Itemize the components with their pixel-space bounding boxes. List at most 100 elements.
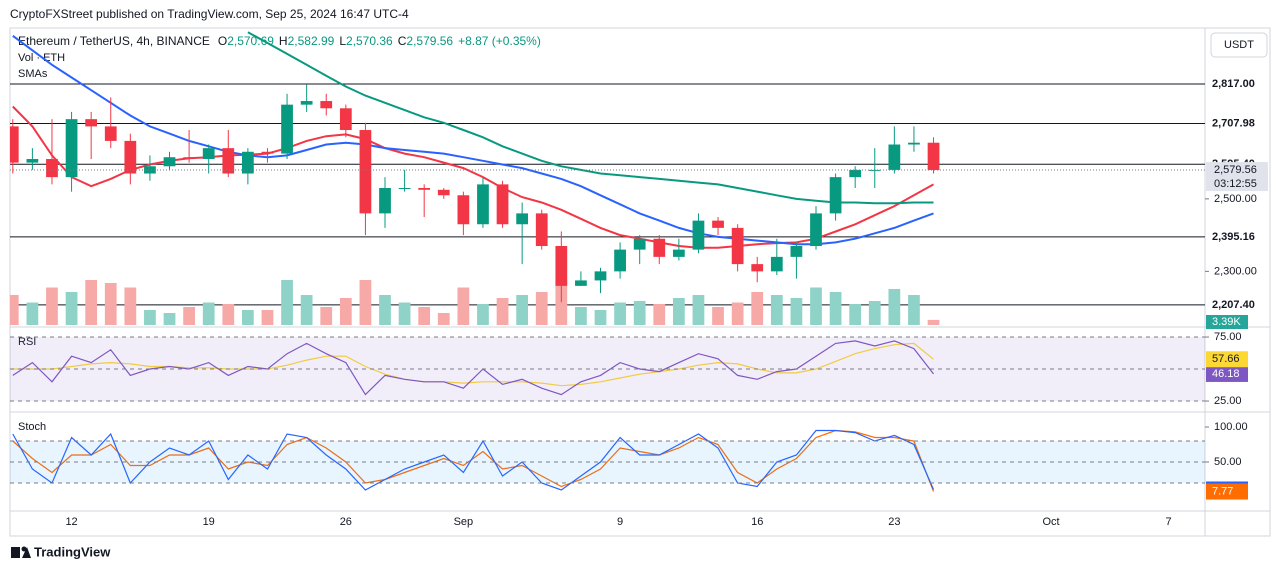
candle-body: [418, 188, 431, 190]
x-tick-label: 12: [65, 516, 77, 528]
ohlc-key: L: [339, 34, 346, 48]
volume-bar: [104, 283, 117, 325]
volume-bar: [751, 292, 764, 325]
last-price-box: [1206, 162, 1268, 192]
plot: [10, 31, 1205, 492]
volume-bar: [65, 292, 78, 325]
volume-bar: [85, 280, 98, 325]
volume-bar: [398, 302, 411, 325]
ohlc-key: C: [398, 34, 407, 48]
candle-body: [163, 157, 176, 167]
ohlc-value: 2,570.36: [346, 34, 393, 48]
volume-bar: [10, 295, 19, 325]
volume-bar: [26, 302, 39, 325]
volume-bar: [379, 295, 391, 325]
volume-bar: [575, 307, 587, 325]
candle-body: [575, 280, 587, 286]
candle-body: [751, 264, 764, 272]
candle-body: [672, 249, 685, 257]
volume-bar: [202, 302, 215, 325]
level-label: 2,395.16: [1212, 231, 1255, 243]
volume-bar: [692, 295, 705, 325]
x-tick-label: Sep: [454, 516, 474, 528]
x-tick-label: 19: [203, 516, 215, 528]
footer: TradingView: [34, 544, 111, 559]
candle-body: [398, 188, 411, 190]
ohlc-value: 2,582.99: [288, 34, 335, 48]
y-tick-label: 50.00: [1214, 456, 1242, 468]
volume-bar: [594, 310, 607, 325]
volume-bar: [320, 307, 333, 325]
last-price-label: 2,579.56: [1214, 164, 1257, 176]
candle-body: [437, 189, 450, 196]
volume-bar: [810, 287, 822, 325]
candle-body: [339, 108, 352, 131]
volume-bar: [261, 310, 274, 325]
volume-bar: [790, 298, 803, 325]
candle-body: [46, 159, 58, 178]
x-tick-label: 7: [1166, 516, 1172, 528]
candle-body: [281, 104, 293, 154]
volume-bar: [888, 289, 901, 325]
volume-bar: [927, 319, 940, 325]
volume-bar: [555, 280, 568, 325]
candle-body: [477, 184, 489, 225]
x-tick-label: Oct: [1043, 516, 1060, 528]
volume-bar: [672, 298, 685, 325]
candle-body: [457, 195, 470, 225]
currency[interactable]: USDT: [1224, 39, 1254, 51]
candle-body: [183, 157, 195, 160]
volume-bar: [242, 310, 254, 325]
volume-bar: [731, 302, 744, 325]
candle-body: [770, 256, 783, 272]
rsi-line: [12, 340, 934, 396]
level-label-box: [1206, 296, 1268, 313]
published: CryptoFXStreet published on TradingView.…: [10, 7, 409, 21]
volume-bar: [535, 292, 548, 325]
candle-body: [731, 227, 744, 265]
volume-bar: [633, 301, 646, 325]
stoch-value-box: [1206, 483, 1248, 500]
candle-body: [202, 148, 215, 160]
candle-body: [908, 142, 920, 145]
candle-body: [261, 151, 274, 154]
candle-body: [829, 177, 842, 214]
tradingview-logo: [11, 546, 31, 558]
volume-bar: [183, 307, 195, 325]
volume-bar: [770, 295, 783, 325]
candle-body: [379, 188, 391, 214]
y-tick-label: 75.00: [1214, 331, 1242, 343]
volume-bar: [849, 304, 862, 325]
volume-bar: [653, 304, 666, 325]
volume-bar: [829, 292, 842, 325]
rsi-value-label: 46.18: [1212, 368, 1240, 380]
rsi-value-box: [1206, 351, 1248, 368]
candle-body: [85, 119, 98, 127]
currency-button[interactable]: [1210, 32, 1268, 58]
volume-bar: [418, 307, 431, 325]
y-tick-label: 2,500.00: [1214, 193, 1257, 205]
candle-body: [359, 130, 372, 214]
candle-body: [320, 101, 333, 109]
legend-sma: SMAs: [18, 68, 48, 80]
candle-body: [614, 249, 626, 272]
volume-bar: [477, 304, 489, 325]
volume-bar: [496, 298, 509, 325]
volume-bar: [868, 301, 881, 325]
candle-body: [633, 238, 646, 250]
volume-bar: [908, 295, 920, 325]
stoch-value-label: 7.77: [1212, 485, 1233, 497]
y-tick-label: 2,300.00: [1214, 265, 1257, 277]
change: +8.87 (+0.35%): [458, 34, 541, 48]
candle-body: [555, 245, 568, 286]
candle-body: [104, 126, 117, 141]
candle-body: [144, 166, 156, 174]
level-label-box: [1206, 228, 1268, 245]
volume-bar: [359, 280, 372, 325]
ohlc-value: 2,579.56: [406, 34, 453, 48]
countdown: 03:12:55: [1214, 178, 1257, 190]
y-tick-label: 25.00: [1214, 395, 1242, 407]
volume-bar: [339, 298, 352, 325]
y-tick-label: 100.00: [1214, 421, 1248, 433]
candle-body: [242, 151, 254, 174]
